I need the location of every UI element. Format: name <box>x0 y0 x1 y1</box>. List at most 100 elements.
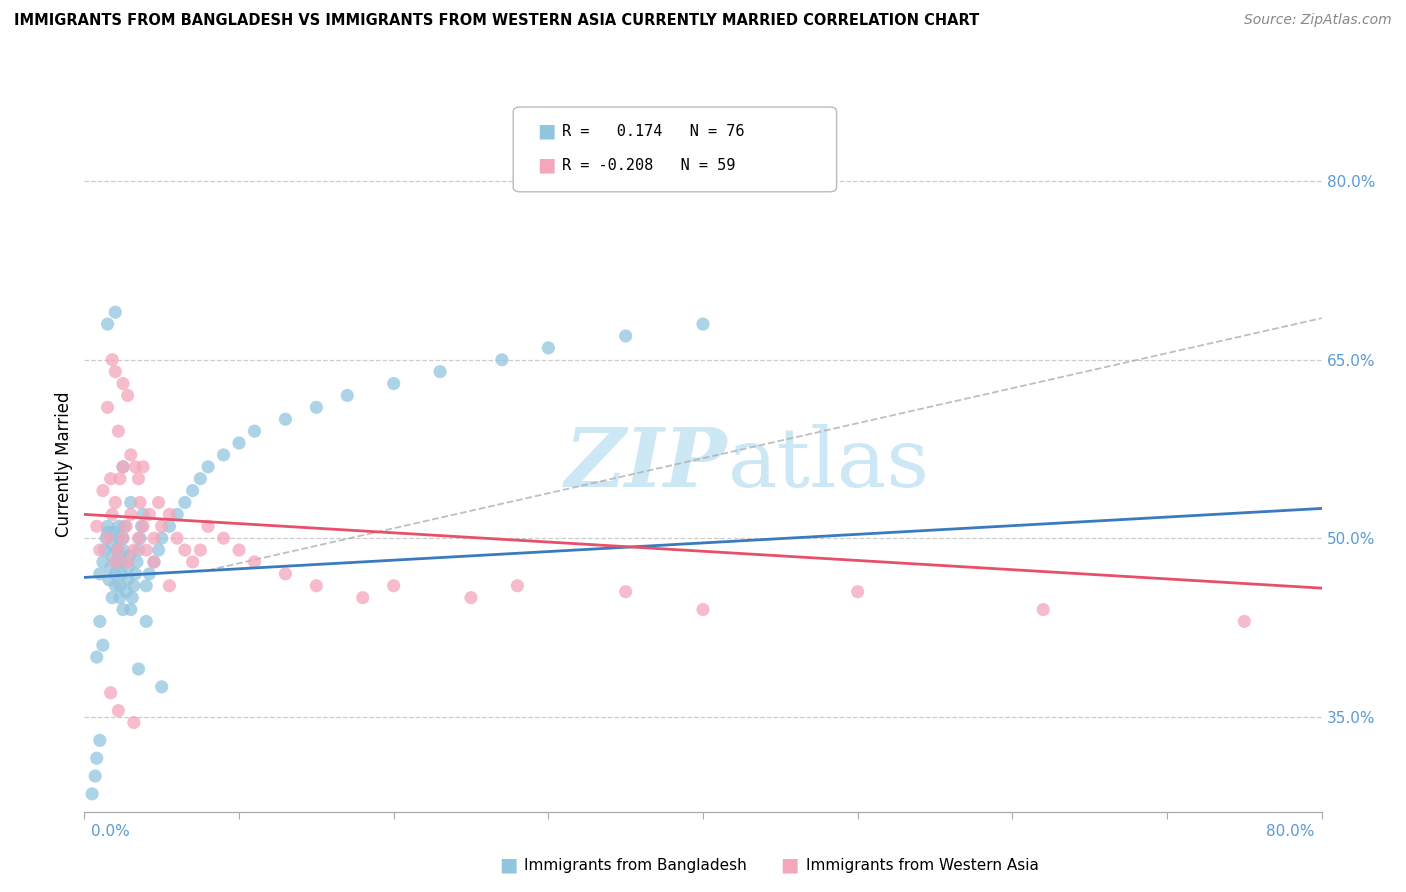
Point <box>108 579 131 593</box>
Point <box>108 591 131 605</box>
Point <box>117 573 139 587</box>
Point <box>115 584 138 599</box>
Text: ■: ■ <box>499 855 517 875</box>
Point <box>197 519 219 533</box>
Point <box>138 508 160 522</box>
Point <box>159 508 181 522</box>
Point <box>89 615 111 629</box>
Text: Immigrants from Western Asia: Immigrants from Western Asia <box>806 858 1039 872</box>
Point <box>117 388 139 402</box>
Point <box>135 543 157 558</box>
Point <box>108 472 131 486</box>
Point <box>128 543 150 558</box>
Point <box>138 566 160 581</box>
Point <box>122 715 145 730</box>
Point <box>692 317 714 331</box>
Point <box>125 555 148 569</box>
Point <box>112 543 135 558</box>
Point <box>846 584 869 599</box>
Point <box>135 615 157 629</box>
Point <box>124 459 146 474</box>
Text: R = -0.208   N = 59: R = -0.208 N = 59 <box>562 158 735 172</box>
Point <box>506 579 529 593</box>
Text: R =   0.174   N = 76: R = 0.174 N = 76 <box>562 124 745 138</box>
Point <box>1233 615 1256 629</box>
Point <box>110 566 132 581</box>
Point <box>112 602 135 616</box>
Point <box>128 531 150 545</box>
Point <box>429 365 451 379</box>
Point <box>135 579 157 593</box>
Point <box>150 519 173 533</box>
Point <box>117 561 139 575</box>
Point <box>122 543 145 558</box>
Point <box>107 704 129 718</box>
Text: ■: ■ <box>780 855 799 875</box>
Point <box>132 459 155 474</box>
Point <box>228 543 250 558</box>
Point <box>148 495 170 509</box>
Point <box>143 555 166 569</box>
Point <box>101 352 124 367</box>
Point <box>97 519 120 533</box>
Point <box>104 566 127 581</box>
Point <box>94 531 117 545</box>
Point <box>121 591 143 605</box>
Point <box>86 519 108 533</box>
Point <box>100 561 122 575</box>
Point <box>159 519 181 533</box>
Point <box>305 579 328 593</box>
Point <box>491 352 513 367</box>
Point <box>132 508 155 522</box>
Point <box>105 555 128 569</box>
Point <box>122 579 145 593</box>
Point <box>97 401 120 415</box>
Point <box>107 543 129 558</box>
Point <box>91 638 114 652</box>
Point <box>112 531 135 545</box>
Point <box>97 317 120 331</box>
Point <box>110 555 132 569</box>
Point <box>228 436 250 450</box>
Text: Immigrants from Bangladesh: Immigrants from Bangladesh <box>524 858 747 872</box>
Point <box>181 483 204 498</box>
Point <box>91 555 114 569</box>
Point <box>101 537 124 551</box>
Point <box>150 680 173 694</box>
Point <box>460 591 482 605</box>
Point <box>243 424 266 438</box>
Point <box>305 401 328 415</box>
Point <box>382 579 405 593</box>
Point <box>143 555 166 569</box>
Point <box>86 650 108 665</box>
Text: ■: ■ <box>537 155 555 175</box>
Point <box>166 531 188 545</box>
Text: ■: ■ <box>537 121 555 141</box>
Text: 0.0%: 0.0% <box>91 824 131 838</box>
Point <box>614 584 637 599</box>
Point <box>104 495 127 509</box>
Point <box>117 555 139 569</box>
Point <box>98 573 121 587</box>
Point <box>150 531 173 545</box>
Point <box>82 787 104 801</box>
Point <box>89 566 111 581</box>
Point <box>174 543 197 558</box>
Point <box>114 519 136 533</box>
Point <box>274 566 297 581</box>
Point <box>104 555 127 569</box>
Point <box>115 519 138 533</box>
Point <box>91 483 114 498</box>
Point <box>274 412 297 426</box>
Point <box>159 579 181 593</box>
Point <box>143 531 166 545</box>
Point <box>382 376 405 391</box>
Point <box>352 591 374 605</box>
Point <box>97 525 120 540</box>
Point <box>197 459 219 474</box>
Point <box>181 555 204 569</box>
Point <box>166 508 188 522</box>
Point <box>100 472 122 486</box>
Point <box>243 555 266 569</box>
Point <box>128 472 150 486</box>
